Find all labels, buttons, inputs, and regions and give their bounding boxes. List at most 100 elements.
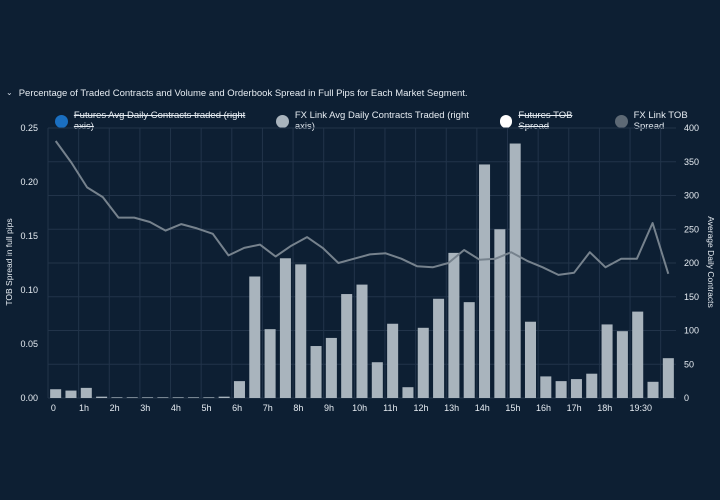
legend-label: FX Link Avg Daily Contracts Traded (righ… (294, 110, 469, 132)
bar[interactable] (218, 396, 230, 398)
x-tick-label: 14h (475, 403, 490, 413)
chart-title: Percentage of Traded Contracts and Volum… (18, 88, 468, 99)
x-tick-label: 11h (383, 403, 397, 413)
x-tick-label: 6h (232, 403, 242, 413)
bar[interactable] (310, 346, 322, 398)
legend-label: FX Link TOB Spread (633, 110, 688, 132)
x-tick-label: 3h (140, 403, 150, 413)
right-tick-label: 150 (684, 292, 699, 302)
bar[interactable] (126, 397, 138, 398)
x-tick-label: 5h (202, 403, 212, 413)
bar[interactable] (341, 294, 353, 398)
bar-series (50, 143, 674, 399)
x-tick-label: 4h (171, 403, 181, 413)
bar[interactable] (233, 381, 245, 398)
bar[interactable] (433, 298, 445, 398)
bar[interactable] (463, 302, 475, 398)
right-tick-label: 250 (684, 224, 699, 234)
x-tick-label: 0 (51, 403, 56, 413)
right-tick-label: 100 (684, 326, 699, 336)
x-axis: 0 1h 2h 3h 4h 5h 6h 7h 8h 9h 10h 11h 12h 13h 14h 15h 16h… (51, 403, 652, 413)
right-tick-label: 200 (684, 258, 699, 268)
bar[interactable] (524, 321, 537, 398)
x-tick-label: 10h (352, 403, 367, 413)
left-tick-label: 0.15 (20, 231, 38, 241)
bar[interactable] (555, 381, 567, 398)
bar[interactable] (601, 324, 613, 398)
bar[interactable] (203, 397, 215, 398)
right-axis: 400 350 300 250 200 150 100 50 0 (684, 123, 699, 403)
bar[interactable] (295, 264, 307, 398)
line-series (54, 140, 670, 276)
legend-item-fx-spread[interactable]: FX Link TOB Spread (614, 110, 720, 132)
bar[interactable] (479, 164, 491, 398)
bar[interactable] (187, 397, 200, 398)
bar[interactable] (325, 337, 337, 398)
x-tick-label: 15h (505, 403, 520, 413)
legend-item-fx-volume[interactable]: FX Link Avg Daily Contracts Traded (righ… (275, 110, 490, 132)
legend-item-futures-spread[interactable]: Futures TOB Spread (499, 110, 605, 132)
bar[interactable] (172, 397, 184, 398)
bar[interactable] (249, 276, 261, 399)
right-tick-label: 50 (684, 359, 694, 369)
bar[interactable] (96, 396, 108, 398)
left-tick-label: 0.05 (20, 339, 38, 349)
left-tick-label: 0.20 (20, 177, 38, 187)
bar[interactable] (647, 381, 659, 398)
bar[interactable] (402, 387, 414, 398)
x-tick-label: 18h (597, 403, 612, 413)
bar[interactable] (356, 284, 368, 398)
legend-dot-icon (275, 114, 289, 128)
chart-title-row[interactable]: ⌄ Percentage of Traded Contracts and Vol… (6, 88, 468, 99)
bar[interactable] (570, 379, 582, 398)
legend-item-futures-volume[interactable]: Futures Avg Daily Contracts traded (righ… (55, 110, 266, 132)
bar[interactable] (80, 387, 92, 398)
bar[interactable] (50, 389, 62, 398)
bar[interactable] (417, 327, 429, 398)
x-tick-label: 19:30 (630, 403, 653, 413)
x-tick-label: 17h (567, 403, 582, 413)
bar[interactable] (264, 329, 276, 398)
x-tick-label: 13h (444, 403, 459, 413)
bar[interactable] (632, 311, 644, 398)
bar[interactable] (586, 373, 598, 398)
legend-label: Futures TOB Spread (518, 110, 573, 132)
spread-line[interactable] (54, 140, 670, 276)
chevron-down-icon[interactable]: ⌄ (6, 88, 13, 97)
left-axis-title: TOB Spread in full pips (4, 218, 14, 305)
right-axis-title: Average Daily Contracts (706, 216, 716, 308)
left-tick-label: 0.25 (20, 123, 38, 133)
x-tick-label: 12h (413, 403, 428, 413)
x-tick-label: 2h (110, 403, 120, 413)
bar[interactable] (142, 397, 154, 398)
x-tick-label: 9h (324, 403, 334, 413)
chart-legend: Futures Avg Daily Contracts traded (righ… (55, 110, 720, 132)
left-tick-label: 0.00 (20, 393, 38, 403)
bar[interactable] (65, 390, 77, 398)
bar[interactable] (279, 258, 291, 398)
right-tick-label: 0 (684, 393, 689, 403)
bar[interactable] (494, 229, 506, 398)
bar[interactable] (540, 376, 552, 398)
x-tick-label: 7h (263, 403, 273, 413)
left-tick-label: 0.10 (20, 285, 38, 295)
bar[interactable] (448, 252, 460, 398)
legend-label: Futures Avg Daily Contracts traded (righ… (73, 110, 246, 132)
right-tick-label: 400 (684, 123, 699, 133)
bar[interactable] (371, 362, 383, 398)
legend-dot-icon (614, 114, 628, 128)
bar[interactable] (387, 323, 399, 398)
right-tick-label: 300 (684, 191, 699, 201)
bar[interactable] (111, 397, 123, 398)
x-tick-label: 8h (293, 403, 303, 413)
bar[interactable] (509, 143, 521, 398)
right-tick-label: 350 (684, 157, 699, 167)
bar[interactable] (157, 397, 169, 398)
legend-dot-icon (55, 114, 68, 128)
left-axis: 0.25 0.20 0.15 0.10 0.05 0.00 (20, 123, 38, 403)
bar[interactable] (616, 331, 628, 398)
x-tick-label: 1h (79, 403, 89, 413)
x-tick-label: 16h (536, 403, 551, 413)
bar[interactable] (662, 358, 674, 398)
